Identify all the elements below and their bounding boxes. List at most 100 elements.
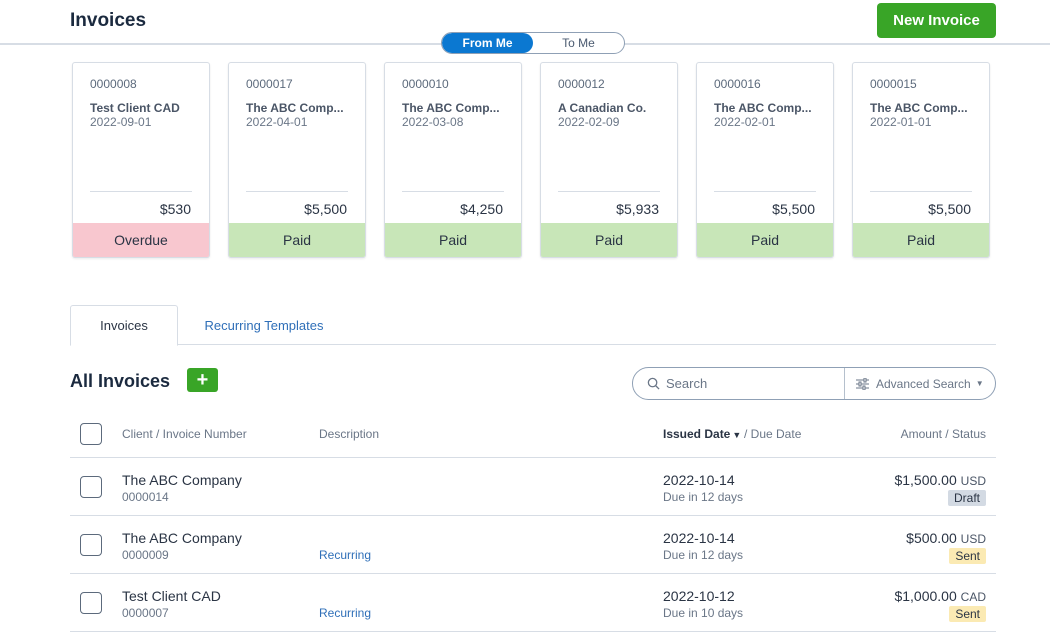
- status-badge: Sent: [949, 606, 986, 622]
- table-header: Client / Invoice Number Description Issu…: [70, 410, 996, 458]
- invoice-card[interactable]: 0000016 The ABC Comp... 2022-02-01 $5,50…: [696, 62, 834, 258]
- search-input[interactable]: [666, 376, 836, 391]
- search-icon: [647, 377, 660, 390]
- row-client: The ABC Company: [122, 472, 242, 488]
- invoice-card[interactable]: 0000012 A Canadian Co. 2022-02-09 $5,933…: [540, 62, 678, 258]
- row-checkbox[interactable]: [80, 476, 102, 498]
- card-invoice-number: 0000017: [246, 77, 293, 91]
- card-invoice-number: 0000010: [402, 77, 449, 91]
- tab-recurring-templates[interactable]: Recurring Templates: [204, 317, 324, 333]
- row-amount: $500.00 USD: [906, 530, 986, 546]
- card-status-badge: Overdue: [73, 223, 209, 257]
- row-due-text: Due in 12 days: [663, 548, 744, 562]
- card-invoice-number: 0000012: [558, 77, 605, 91]
- row-amount: $1,000.00 CAD: [894, 588, 986, 604]
- recent-invoice-cards: 0000008 Test Client CAD 2022-09-01 $530 …: [72, 62, 990, 258]
- card-status-badge: Paid: [697, 223, 833, 257]
- row-description[interactable]: Recurring: [319, 606, 372, 620]
- card-client-name: The ABC Comp...: [870, 101, 968, 115]
- card-date: 2022-03-08: [402, 115, 464, 129]
- card-divider: [246, 191, 348, 192]
- card-date: 2022-09-01: [90, 115, 152, 129]
- card-date: 2022-04-01: [246, 115, 308, 129]
- card-date: 2022-02-01: [714, 115, 776, 129]
- advanced-search-button[interactable]: Advanced Search ▼: [845, 368, 995, 399]
- status-badge: Sent: [949, 548, 986, 564]
- row-invoice-number: 0000007: [122, 606, 169, 620]
- row-amount-value: $1,000.00: [894, 588, 957, 604]
- chevron-down-icon: ▼: [975, 379, 984, 388]
- invoice-card[interactable]: 0000015 The ABC Comp... 2022-01-01 $5,50…: [852, 62, 990, 258]
- toggle-to-me[interactable]: To Me: [562, 36, 595, 50]
- row-due-text: Due in 10 days: [663, 606, 744, 620]
- card-amount: $5,500: [304, 201, 347, 217]
- column-issued-date[interactable]: Issued Date ▼: [663, 427, 741, 441]
- invoice-table: Client / Invoice Number Description Issu…: [70, 410, 996, 632]
- row-issued-date: 2022-10-14: [663, 530, 735, 546]
- card-invoice-number: 0000016: [714, 77, 761, 91]
- row-client: Test Client CAD: [122, 588, 221, 604]
- card-client-name: A Canadian Co.: [558, 101, 647, 115]
- invoice-card[interactable]: 0000017 The ABC Comp... 2022-04-01 $5,50…: [228, 62, 366, 258]
- row-checkbox[interactable]: [80, 592, 102, 614]
- row-currency: CAD: [960, 590, 986, 604]
- card-amount: $530: [159, 201, 191, 217]
- status-badge: Draft: [947, 490, 986, 506]
- table-row[interactable]: Test Client CAD 0000007 Recurring 2022-1…: [70, 574, 996, 632]
- table-row[interactable]: The ABC Company 0000009 Recurring 2022-1…: [70, 516, 996, 574]
- section-title: All Invoices: [70, 371, 171, 391]
- card-amount: $5,500: [772, 201, 815, 217]
- select-all-checkbox[interactable]: [80, 423, 102, 445]
- column-issued-label: Issued Date: [663, 427, 731, 441]
- toggle-from-me[interactable]: From Me: [442, 33, 533, 53]
- invoice-card[interactable]: 0000008 Test Client CAD 2022-09-01 $530 …: [72, 62, 210, 258]
- search-bar: Advanced Search ▼: [632, 367, 996, 400]
- invoice-card[interactable]: 0000010 The ABC Comp... 2022-03-08 $4,25…: [384, 62, 522, 258]
- page-title: Invoices: [70, 10, 147, 31]
- row-client: The ABC Company: [122, 530, 242, 546]
- tab-invoices[interactable]: Invoices: [70, 305, 178, 346]
- card-divider: [714, 191, 816, 192]
- sort-desc-icon: ▼: [732, 430, 742, 440]
- card-invoice-number: 0000008: [90, 77, 137, 91]
- card-status-badge: Paid: [541, 223, 677, 257]
- card-amount: $5,500: [928, 201, 971, 217]
- row-invoice-number: 0000014: [122, 490, 169, 504]
- row-currency: USD: [960, 474, 986, 488]
- advanced-search-label: Advanced Search: [876, 376, 971, 391]
- card-client-name: Test Client CAD: [90, 101, 180, 115]
- card-amount: $5,933: [616, 201, 659, 217]
- search-field: [633, 368, 845, 399]
- card-client-name: The ABC Comp...: [402, 101, 500, 115]
- row-issued-date: 2022-10-14: [663, 472, 735, 488]
- column-client[interactable]: Client / Invoice Number: [122, 427, 247, 441]
- card-client-name: The ABC Comp...: [714, 101, 812, 115]
- new-invoice-button[interactable]: New Invoice: [877, 3, 996, 38]
- from-to-toggle: From Me To Me: [441, 32, 625, 54]
- card-divider: [402, 191, 504, 192]
- card-date: 2022-01-01: [870, 115, 932, 129]
- row-description[interactable]: Recurring: [319, 548, 372, 562]
- card-divider: [558, 191, 660, 192]
- row-currency: USD: [960, 532, 986, 546]
- card-date: 2022-02-09: [558, 115, 620, 129]
- row-amount-value: $500.00: [906, 530, 957, 546]
- card-status-badge: Paid: [229, 223, 365, 257]
- row-checkbox[interactable]: [80, 534, 102, 556]
- sliders-icon: [856, 377, 869, 390]
- invoice-tabs: Invoices Recurring Templates: [70, 305, 996, 346]
- row-due-text: Due in 12 days: [663, 490, 744, 504]
- add-invoice-button[interactable]: +: [187, 368, 218, 392]
- card-divider: [90, 191, 192, 192]
- column-description[interactable]: Description: [319, 427, 380, 441]
- row-amount-value: $1,500.00: [894, 472, 957, 488]
- card-status-badge: Paid: [853, 223, 989, 257]
- column-due-date[interactable]: / Due Date: [744, 427, 802, 441]
- card-status-badge: Paid: [385, 223, 521, 257]
- card-amount: $4,250: [460, 201, 503, 217]
- card-client-name: The ABC Comp...: [246, 101, 344, 115]
- column-amount-status[interactable]: Amount / Status: [900, 427, 986, 441]
- table-row[interactable]: The ABC Company 0000014 2022-10-14 Due i…: [70, 458, 996, 516]
- card-divider: [870, 191, 972, 192]
- row-issued-date: 2022-10-12: [663, 588, 735, 604]
